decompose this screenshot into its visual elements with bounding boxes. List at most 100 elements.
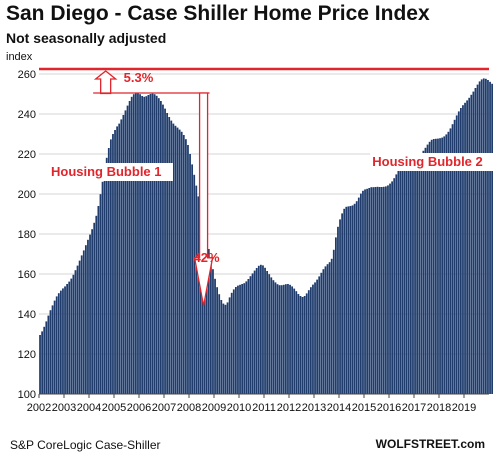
bar [376, 186, 379, 394]
bar [143, 96, 146, 395]
bar [459, 108, 462, 394]
x-tick-label: 2016 [377, 402, 401, 414]
bar [105, 157, 108, 394]
bar [201, 218, 204, 394]
bar [220, 300, 223, 394]
bar [330, 258, 333, 394]
bar [414, 158, 416, 394]
y-tick-label: 140 [18, 309, 36, 321]
bar [320, 272, 323, 394]
bar [118, 123, 121, 394]
bar [370, 187, 373, 394]
bar [282, 284, 285, 394]
bar [241, 284, 244, 394]
bar [474, 88, 477, 394]
bar [482, 78, 485, 395]
bar [189, 154, 191, 394]
bar [270, 277, 273, 394]
bar [251, 273, 254, 394]
bar [391, 181, 394, 394]
bar [101, 181, 104, 394]
bar [199, 207, 202, 394]
bar [212, 269, 214, 394]
bar [272, 280, 275, 394]
bar [339, 219, 341, 394]
bar [295, 291, 298, 394]
bar [326, 264, 329, 394]
bar [312, 284, 314, 394]
bar [309, 287, 312, 394]
bar [214, 278, 216, 394]
bar [222, 303, 225, 394]
bar [464, 102, 466, 395]
bar [412, 159, 414, 394]
bar [80, 255, 83, 394]
bar [405, 162, 408, 394]
annotation-42pct: 42% [194, 250, 220, 265]
label-bg [47, 163, 173, 181]
bar [374, 187, 377, 394]
bar [207, 249, 210, 394]
bar [243, 283, 246, 394]
up-arrow-5pct [93, 70, 118, 95]
y-tick-label: 120 [18, 349, 36, 361]
bar [70, 278, 73, 394]
bar [180, 131, 183, 395]
chart-subtitle: Not seasonally adjusted [6, 30, 167, 46]
bar [430, 139, 433, 394]
bar [368, 188, 371, 394]
bar [303, 296, 306, 394]
down-arrow-42pct [193, 92, 214, 306]
bar [178, 129, 181, 394]
x-tick-label: 2014 [327, 402, 351, 414]
bar [466, 100, 469, 395]
y-axis-label: index [6, 51, 33, 63]
bar [187, 145, 189, 394]
bar [399, 168, 402, 394]
bar [418, 155, 421, 394]
bar [487, 80, 489, 394]
y-tick-label: 220 [18, 149, 36, 161]
bar [184, 139, 187, 394]
y-tick-label: 260 [18, 69, 36, 81]
bar [68, 281, 71, 394]
bar [422, 150, 425, 394]
y-tick-label: 100 [18, 389, 36, 401]
bar [137, 93, 139, 394]
bar [345, 206, 348, 394]
bar [39, 335, 41, 394]
bar [395, 174, 398, 394]
bar [428, 141, 431, 394]
bar [470, 94, 473, 395]
bar [476, 84, 479, 394]
bar [332, 249, 335, 394]
bar [197, 196, 200, 394]
bar [437, 138, 439, 394]
x-tick-label: 2002 [27, 402, 51, 414]
y-tick-label: 160 [18, 269, 36, 281]
bar [112, 134, 114, 394]
bar [403, 164, 406, 394]
bar [262, 265, 264, 394]
bar [234, 287, 237, 394]
bar [126, 105, 129, 394]
bar [182, 135, 185, 394]
label-bg [370, 153, 493, 171]
bar [174, 125, 177, 395]
bar [341, 213, 344, 394]
bar [324, 266, 327, 394]
bar [203, 228, 206, 394]
bar [91, 229, 94, 394]
bar [82, 250, 85, 394]
bar [287, 284, 289, 394]
bar [462, 105, 464, 394]
x-tick-label: 2011 [252, 402, 276, 414]
bar [380, 187, 383, 394]
bar [468, 97, 471, 395]
bar [268, 274, 271, 394]
x-tick-label: 2009 [202, 402, 226, 414]
bar [387, 185, 389, 394]
bar [166, 113, 169, 394]
